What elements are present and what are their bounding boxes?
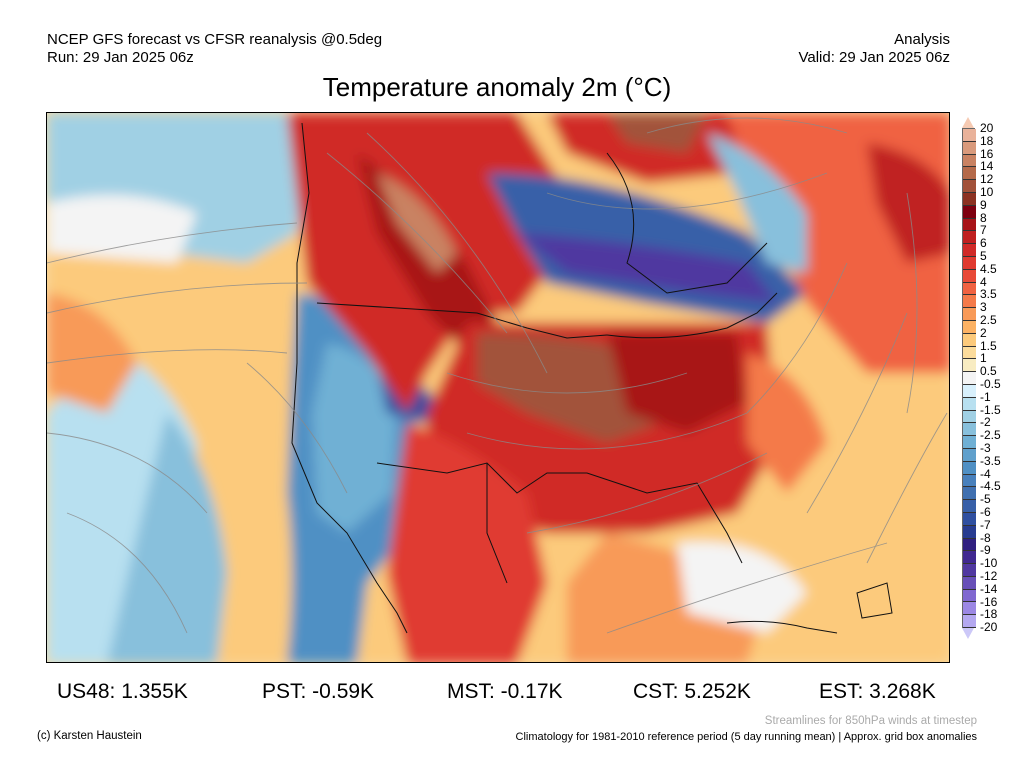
colorbar-bin: [963, 487, 976, 501]
colorbar-tick-label: -3.5: [980, 453, 1001, 468]
colorbar-tick-label: -2: [980, 415, 991, 430]
colorbar-bin: [963, 282, 976, 296]
analysis-label: Analysis: [894, 31, 950, 48]
colorbar-bin: [963, 500, 976, 513]
colorbar-bin: [963, 269, 976, 283]
colorbar-tick-label: 1: [980, 351, 987, 366]
colorbar-tick-label: -20: [980, 620, 998, 635]
colorbar-bin: [963, 333, 976, 347]
map-title: Temperature anomaly 2m (°C): [322, 72, 672, 102]
colorbar-bin: [963, 320, 976, 334]
colorbar-tick-label: 4.5: [980, 261, 997, 276]
colorbar-tick-label: 18: [980, 133, 994, 148]
colorbar-tick-label: 10: [980, 185, 994, 199]
colorbar-bin: [963, 602, 976, 616]
colorbar-bin: [963, 538, 976, 552]
colorbar-tick-label: -0.5: [980, 377, 1001, 391]
colorbar-bin: [963, 359, 976, 373]
colorbar-bin: [963, 154, 976, 168]
colorbar-bin: [963, 218, 976, 232]
colorbar-bin: [963, 576, 976, 590]
colorbar-bin: [963, 129, 976, 142]
colorbar-tick-label: 2: [980, 325, 987, 340]
valid-time: Valid: 29 Jan 2025 06z: [798, 49, 950, 66]
colorbar-bin: [963, 512, 976, 526]
colorbar-tick-label: -10: [980, 556, 998, 571]
colorbar-tick-label: -14: [980, 581, 998, 596]
run-time: Run: 29 Jan 2025 06z: [47, 49, 194, 66]
colorbar-tick-label: -4: [980, 466, 991, 481]
colorbar-bin: [963, 525, 976, 539]
colorbar-over-arrow: [962, 117, 974, 128]
colorbar-bin: [963, 551, 976, 565]
colorbar-tick-label: -2.5: [980, 428, 1001, 443]
colorbar-tick-label: 6: [980, 236, 987, 251]
colorbar-tick-label: 1.5: [980, 338, 997, 353]
model-description: NCEP GFS forecast vs CFSR reanalysis @0.…: [47, 31, 383, 48]
colorbar-tick-label: 0.5: [980, 364, 997, 379]
colorbar-tick-label: 16: [980, 146, 994, 161]
colorbar-tick-label: 5: [980, 249, 987, 263]
colorbar-under-arrow: [962, 628, 974, 640]
colorbar-bin: [963, 423, 976, 437]
colorbar-bin: [963, 167, 976, 181]
colorbar-tick-label: -5: [980, 492, 991, 507]
colorbar-tick-label: -6: [980, 505, 991, 519]
colorbar-tick-label: -8: [980, 530, 991, 545]
colorbar-tick-label: -18: [980, 607, 998, 622]
colorbar-tick-label: 4: [980, 274, 987, 289]
colorbar-tick-label: -7: [980, 517, 991, 532]
colorbar-bin: [963, 410, 976, 424]
colorbar-tick-label: 3: [980, 300, 987, 315]
colorbar-bin: [963, 564, 976, 577]
colorbar-bin: [963, 448, 976, 462]
colorbar-bin: [963, 256, 976, 270]
copyright: (c) Karsten Haustein: [37, 730, 142, 742]
colorbar-bin: [963, 295, 976, 309]
colorbar-bin: [963, 474, 976, 488]
stat-us48: US48: 1.355K: [57, 680, 188, 703]
streamlines-note: Streamlines for 850hPa winds at timestep: [764, 715, 977, 727]
colorbar-tick-label: -1.5: [980, 402, 1001, 417]
stat-pst: PST: -0.59K: [262, 680, 375, 703]
colorbar-tick-label: 9: [980, 197, 987, 212]
colorbar-tick-label: 20: [980, 121, 994, 135]
colorbar-tick-label: 2.5: [980, 313, 997, 327]
wind-streamlines: [47, 117, 948, 634]
colorbar-bin: [963, 141, 976, 155]
colorbar-bin: [963, 180, 976, 193]
anomaly-field: [47, 113, 949, 662]
colorbar-tick-label: 3.5: [980, 287, 997, 302]
stat-est: EST: 3.268K: [819, 680, 936, 703]
colorbar-tick-label: -4.5: [980, 479, 1001, 494]
colorbar-bin: [963, 244, 976, 257]
colorbar-bin: [963, 192, 976, 206]
stat-mst: MST: -0.17K: [447, 680, 563, 703]
colorbar-tick-label: -12: [980, 569, 998, 583]
colorbar-tick-label: -9: [980, 543, 991, 558]
colorbar-bin: [963, 205, 976, 219]
colorbar-tick-label: 14: [980, 159, 994, 174]
colorbar-bin: [963, 384, 976, 398]
coastlines-and-borders: [291, 122, 893, 634]
colorbar-tick-label: 12: [980, 172, 994, 187]
colorbar-tick-label: 8: [980, 210, 987, 225]
colorbar-bin: [963, 372, 976, 385]
climatology-note: Climatology for 1981-2010 reference peri…: [515, 731, 977, 743]
colorbar-tick-label: -16: [980, 594, 998, 609]
colorbar-tick-label: 7: [980, 223, 987, 238]
temperature-anomaly-map: [46, 112, 950, 663]
colorbar-bin: [963, 308, 976, 321]
colorbar-tick-label: -3: [980, 441, 991, 455]
colorbar-bin: [963, 436, 976, 449]
colorbar-bin: [963, 615, 976, 629]
colorbar: [962, 117, 976, 640]
colorbar-bin: [963, 397, 976, 411]
colorbar-bin: [963, 231, 976, 245]
colorbar-bin: [963, 346, 976, 360]
colorbar-bin: [963, 461, 976, 475]
stat-cst: CST: 5.252K: [633, 680, 751, 703]
colorbar-bin: [963, 589, 976, 603]
colorbar-tick-label: -1: [980, 389, 991, 404]
